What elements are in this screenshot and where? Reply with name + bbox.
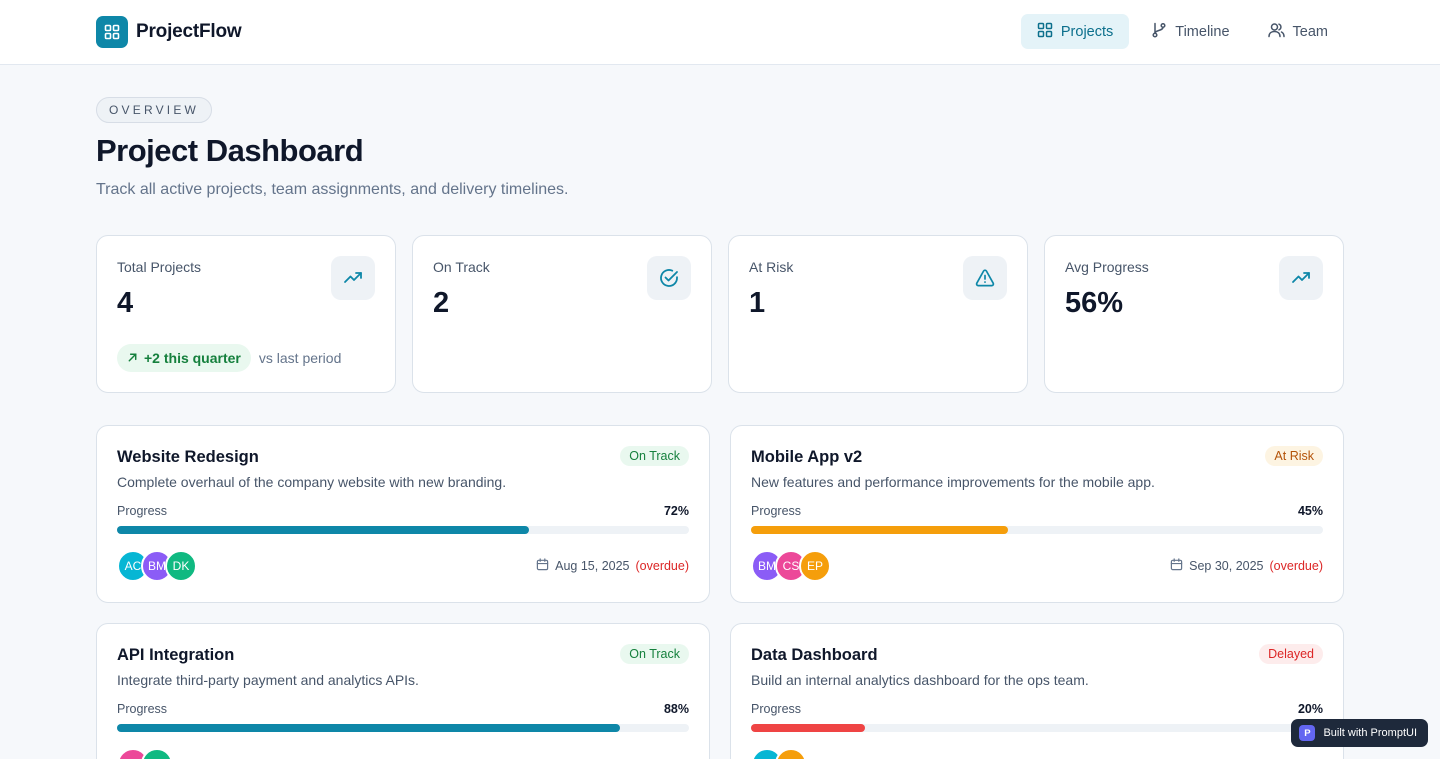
progress-percent: 20% (1297, 702, 1323, 716)
stat-card-on-track: On Track 2 (412, 235, 712, 393)
progress-bar (117, 526, 689, 534)
overdue-flag: (overdue) (635, 559, 690, 573)
progress-bar-fill (751, 526, 1009, 534)
progress-label: Progress (751, 702, 802, 716)
project-card-api-integration[interactable]: API Integration On Track Integrate third… (96, 623, 710, 759)
project-description: New features and performance improvement… (751, 474, 1155, 490)
stat-value: 4 (117, 287, 134, 319)
calendar-icon (536, 558, 549, 574)
progress-percent: 88% (663, 702, 689, 716)
overdue-flag: (overdue) (1269, 559, 1324, 573)
project-description: Integrate third-party payment and analyt… (117, 672, 419, 688)
brand-name: ProjectFlow (136, 21, 242, 42)
page-subtitle: Track all active projects, team assignme… (96, 181, 569, 198)
progress-label: Progress (117, 702, 168, 716)
nav-team-label: Team (1292, 23, 1328, 40)
trending-up-icon (1279, 256, 1323, 300)
trend-pill: +2 this quarter (117, 344, 251, 372)
nav-timeline[interactable]: Timeline (1135, 14, 1245, 49)
top-navigation-bar: ProjectFlow Projects Timeline (0, 0, 1440, 65)
progress-percent: 72% (663, 504, 689, 518)
arrow-up-right-icon (127, 350, 138, 366)
built-with-label: Built with PromptUI (1323, 727, 1417, 739)
stat-card-at-risk: At Risk 1 (728, 235, 1028, 393)
progress-label: Progress (117, 504, 168, 518)
nav-projects[interactable]: Projects (1020, 14, 1130, 49)
stat-value: 2 (433, 287, 450, 319)
progress-label: Progress (751, 504, 802, 518)
stat-card-total-projects: Total Projects 4 +2 this quarter vs last… (96, 235, 396, 393)
progress-bar (751, 526, 1323, 534)
team-avatars (117, 748, 173, 759)
section-eyebrow: OVERVIEW (96, 97, 213, 123)
progress-bar (751, 724, 1323, 732)
progress-bar-fill (117, 724, 621, 732)
progress-bar-fill (751, 724, 866, 732)
project-description: Complete overhaul of the company website… (117, 474, 507, 490)
stat-value: 1 (749, 287, 766, 319)
trend-note: vs last period (258, 350, 342, 366)
trending-up-icon (331, 256, 375, 300)
stat-value: 56% (1065, 287, 1124, 319)
project-name: Mobile App v2 (751, 448, 863, 466)
project-name: API Integration (117, 646, 235, 664)
trend-value: +2 this quarter (144, 350, 241, 366)
progress-percent: 45% (1297, 504, 1323, 518)
git-branch-icon (1151, 22, 1167, 42)
calendar-icon (1170, 558, 1183, 574)
due-date: Sep 30, 2025 (overdue) (1170, 558, 1323, 574)
stat-label: On Track (433, 259, 490, 275)
brand[interactable]: ProjectFlow (96, 16, 242, 48)
avatar[interactable]: EP (799, 550, 831, 582)
project-card-website-redesign[interactable]: Website Redesign On Track Complete overh… (96, 425, 710, 603)
status-badge: On Track (620, 644, 689, 664)
avatar[interactable] (775, 748, 807, 759)
nav-projects-label: Projects (1060, 23, 1114, 40)
avatar[interactable]: DK (165, 550, 197, 582)
status-badge: Delayed (1259, 644, 1323, 664)
page-title: Project Dashboard (96, 133, 364, 168)
status-badge: On Track (620, 446, 689, 466)
built-with-badge[interactable]: P Built with PromptUI (1291, 719, 1428, 747)
promptui-logo-icon: P (1299, 725, 1316, 741)
avatar[interactable] (141, 748, 173, 759)
stat-trend: +2 this quarter vs last period (117, 344, 341, 372)
check-circle-icon (647, 256, 691, 300)
team-avatars: BM CS EP (751, 550, 831, 582)
project-name: Data Dashboard (751, 646, 878, 664)
main-nav: Projects Timeline Team (1020, 14, 1344, 49)
progress-bar-fill (117, 526, 529, 534)
project-card-mobile-app-v2[interactable]: Mobile App v2 At Risk New features and p… (730, 425, 1344, 603)
stat-label: At Risk (749, 259, 794, 275)
due-date-text: Sep 30, 2025 (1189, 559, 1264, 573)
grid-icon (1037, 22, 1053, 42)
progress-bar (117, 724, 689, 732)
grid-icon (96, 16, 128, 48)
team-avatars (751, 748, 807, 759)
status-badge: At Risk (1265, 446, 1323, 466)
due-date: Aug 15, 2025 (overdue) (536, 558, 689, 574)
nav-timeline-label: Timeline (1175, 23, 1230, 40)
stat-card-avg-progress: Avg Progress 56% (1044, 235, 1344, 393)
project-description: Build an internal analytics dashboard fo… (751, 672, 1089, 688)
team-avatars: AC BM DK (117, 550, 197, 582)
project-name: Website Redesign (117, 448, 259, 466)
nav-team[interactable]: Team (1252, 14, 1344, 49)
project-card-data-dashboard[interactable]: Data Dashboard Delayed Build an internal… (730, 623, 1344, 759)
stat-label: Total Projects (117, 259, 202, 275)
due-date-text: Aug 15, 2025 (555, 559, 630, 573)
alert-triangle-icon (963, 256, 1007, 300)
users-icon (1267, 22, 1285, 42)
stat-label: Avg Progress (1065, 259, 1149, 275)
